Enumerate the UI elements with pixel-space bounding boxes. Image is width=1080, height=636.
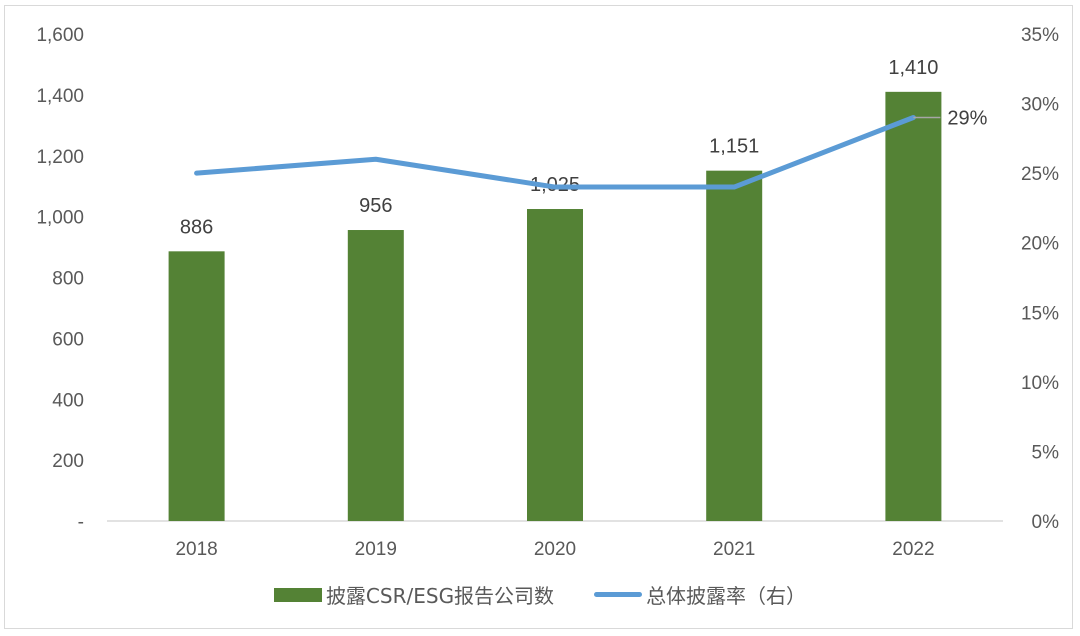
left-axis-tick: 1,400 (36, 86, 84, 107)
bar (168, 251, 225, 522)
bar-swatch-icon (273, 587, 322, 602)
right-axis-tick: 20% (1021, 234, 1059, 255)
left-axis-tick: 400 (52, 390, 84, 411)
left-axis-tick: 1,000 (36, 208, 84, 229)
right-axis-tick: 25% (1021, 164, 1059, 185)
right-axis-tick: 10% (1021, 373, 1059, 394)
legend: 披露CSR/ESG报告公司数 总体披露率（右） (0, 580, 1080, 609)
line-swatch-icon (594, 592, 643, 597)
chart-frame (4, 5, 1073, 629)
x-axis-tick: 2019 (355, 539, 397, 560)
disclosure-rate-line (194, 114, 916, 190)
bar (885, 91, 942, 522)
left-axis-tick: 200 (52, 451, 84, 472)
legend-line-label: 总体披露率（右） (646, 584, 807, 608)
right-axis-tick: 35% (1021, 25, 1059, 46)
right-axis-tick: 0% (1032, 512, 1060, 533)
left-axis-tick: 800 (52, 269, 84, 290)
right-axis-tick: 15% (1021, 303, 1059, 324)
left-axis-tick: 600 (52, 329, 84, 350)
legend-item-line: 总体披露率（右） (594, 580, 806, 609)
x-axis-tick: 2020 (534, 539, 576, 560)
left-axis-tick: - (78, 512, 84, 533)
bar (527, 209, 583, 521)
left-axis-tick: 1,600 (36, 25, 84, 46)
right-axis-tick: 5% (1032, 442, 1060, 463)
bar (347, 230, 404, 521)
legend-item-bar: 披露CSR/ESG报告公司数 (273, 580, 555, 609)
bar-value-label: 886 (180, 216, 213, 238)
bar (706, 170, 763, 521)
x-axis-tick: 2018 (175, 539, 217, 560)
bar-value-label: 1,151 (709, 136, 759, 158)
left-axis-tick: 1,200 (36, 147, 84, 168)
bar-value-label: 1,410 (888, 57, 938, 79)
legend-bar-label: 披露CSR/ESG报告公司数 (325, 584, 555, 608)
x-axis-tick: 2021 (713, 539, 755, 560)
x-axis-tick: 2022 (892, 539, 934, 560)
bar-value-label: 956 (359, 195, 392, 217)
line-value-label: 29% (947, 107, 987, 129)
right-axis-tick: 30% (1021, 95, 1059, 116)
